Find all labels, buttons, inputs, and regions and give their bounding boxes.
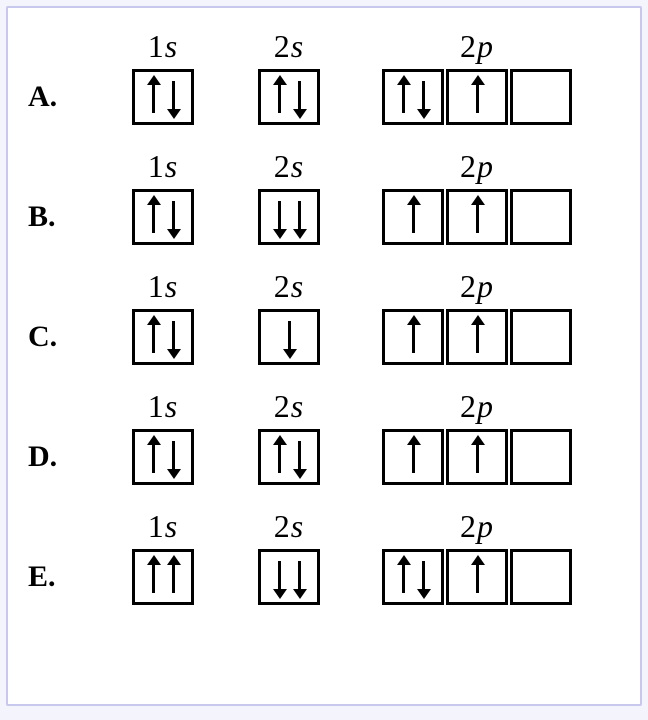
spin-up-arrow-icon [166, 557, 180, 597]
spin-up-arrow-icon [272, 437, 286, 477]
choice-row: 1s 2s 2p E. [28, 506, 620, 608]
spin-down-arrow-icon [166, 197, 180, 237]
orbital-box [446, 189, 508, 245]
spin-down-arrow-icon [416, 557, 430, 597]
orbital-boxes-line: B. [28, 186, 620, 248]
orbital-box [510, 549, 572, 605]
orbital-box [258, 309, 320, 365]
spin-up-arrow-icon [396, 77, 410, 117]
orbital-label-2p: 2p [378, 390, 576, 422]
orbital-label-2s: 2s [244, 30, 334, 62]
orbital-label-2p: 2p [378, 150, 576, 182]
choice-row: 1s 2s 2p D. [28, 386, 620, 488]
orbital-labels-line: 1s 2s 2p [28, 266, 620, 302]
spin-up-arrow-icon [146, 437, 160, 477]
orbital-labels-line: 1s 2s 2p [28, 146, 620, 182]
orbital-label-1s: 1s [118, 150, 208, 182]
orbital-labels-line: 1s 2s 2p [28, 26, 620, 62]
spin-down-arrow-icon [166, 317, 180, 357]
spin-down-arrow-icon [272, 197, 286, 237]
orbital-box [258, 189, 320, 245]
orbital-label-2p: 2p [378, 270, 576, 302]
spin-down-arrow-icon [272, 557, 286, 597]
choice-row: 1s 2s 2p C. [28, 266, 620, 368]
orbital-label-1s: 1s [118, 510, 208, 542]
spin-up-arrow-icon [146, 557, 160, 597]
spin-up-arrow-icon [146, 317, 160, 357]
spin-up-arrow-icon [470, 317, 484, 357]
orbital-box [258, 549, 320, 605]
orbital-labels-line: 1s 2s 2p [28, 506, 620, 542]
spin-up-arrow-icon [406, 317, 420, 357]
orbital-boxes-line: C. [28, 306, 620, 368]
orbital-box [382, 189, 444, 245]
orbital-box [258, 69, 320, 125]
spin-up-arrow-icon [146, 77, 160, 117]
orbital-box [132, 549, 194, 605]
orbital-box [510, 309, 572, 365]
spin-down-arrow-icon [292, 197, 306, 237]
orbital-box [510, 69, 572, 125]
spin-down-arrow-icon [416, 77, 430, 117]
orbital-diagram-panel: 1s 2s 2p A. 1s 2s 2p B. 1s 2s 2p C. 1s 2s 2p D. 1s 2s 2p E. [6, 6, 642, 706]
orbital-box [510, 429, 572, 485]
spin-up-arrow-icon [406, 197, 420, 237]
orbital-boxes-line: E. [28, 546, 620, 608]
orbital-box [510, 189, 572, 245]
orbital-label-2p: 2p [378, 510, 576, 542]
orbital-box [446, 309, 508, 365]
orbital-box [446, 69, 508, 125]
orbital-box [446, 429, 508, 485]
choice-letter: C. [28, 320, 57, 353]
orbital-labels-line: 1s 2s 2p [28, 386, 620, 422]
spin-down-arrow-icon [292, 437, 306, 477]
orbital-label-2s: 2s [244, 150, 334, 182]
orbital-label-2s: 2s [244, 390, 334, 422]
spin-up-arrow-icon [396, 557, 410, 597]
orbital-label-2s: 2s [244, 270, 334, 302]
choice-letter: A. [28, 80, 57, 113]
orbital-label-2s: 2s [244, 510, 334, 542]
orbital-box [132, 309, 194, 365]
choice-letter: E. [28, 560, 56, 593]
orbital-box [132, 69, 194, 125]
orbital-label-1s: 1s [118, 270, 208, 302]
orbital-label-1s: 1s [118, 30, 208, 62]
orbital-box [382, 429, 444, 485]
orbital-label-2p: 2p [378, 30, 576, 62]
spin-up-arrow-icon [470, 197, 484, 237]
spin-up-arrow-icon [470, 77, 484, 117]
spin-up-arrow-icon [470, 557, 484, 597]
orbital-box [446, 549, 508, 605]
spin-down-arrow-icon [292, 77, 306, 117]
spin-up-arrow-icon [146, 197, 160, 237]
orbital-box [382, 549, 444, 605]
spin-down-arrow-icon [166, 437, 180, 477]
spin-up-arrow-icon [406, 437, 420, 477]
orbital-box [132, 429, 194, 485]
orbital-box [258, 429, 320, 485]
orbital-boxes-line: D. [28, 426, 620, 488]
choice-letter: B. [28, 200, 56, 233]
spin-up-arrow-icon [470, 437, 484, 477]
orbital-label-1s: 1s [118, 390, 208, 422]
choice-row: 1s 2s 2p A. [28, 26, 620, 128]
spin-down-arrow-icon [166, 77, 180, 117]
orbital-box [132, 189, 194, 245]
choice-row: 1s 2s 2p B. [28, 146, 620, 248]
orbital-boxes-line: A. [28, 66, 620, 128]
choice-letter: D. [28, 440, 57, 473]
spin-down-arrow-icon [292, 557, 306, 597]
orbital-box [382, 309, 444, 365]
spin-up-arrow-icon [272, 77, 286, 117]
orbital-box [382, 69, 444, 125]
spin-down-arrow-icon [282, 317, 296, 357]
